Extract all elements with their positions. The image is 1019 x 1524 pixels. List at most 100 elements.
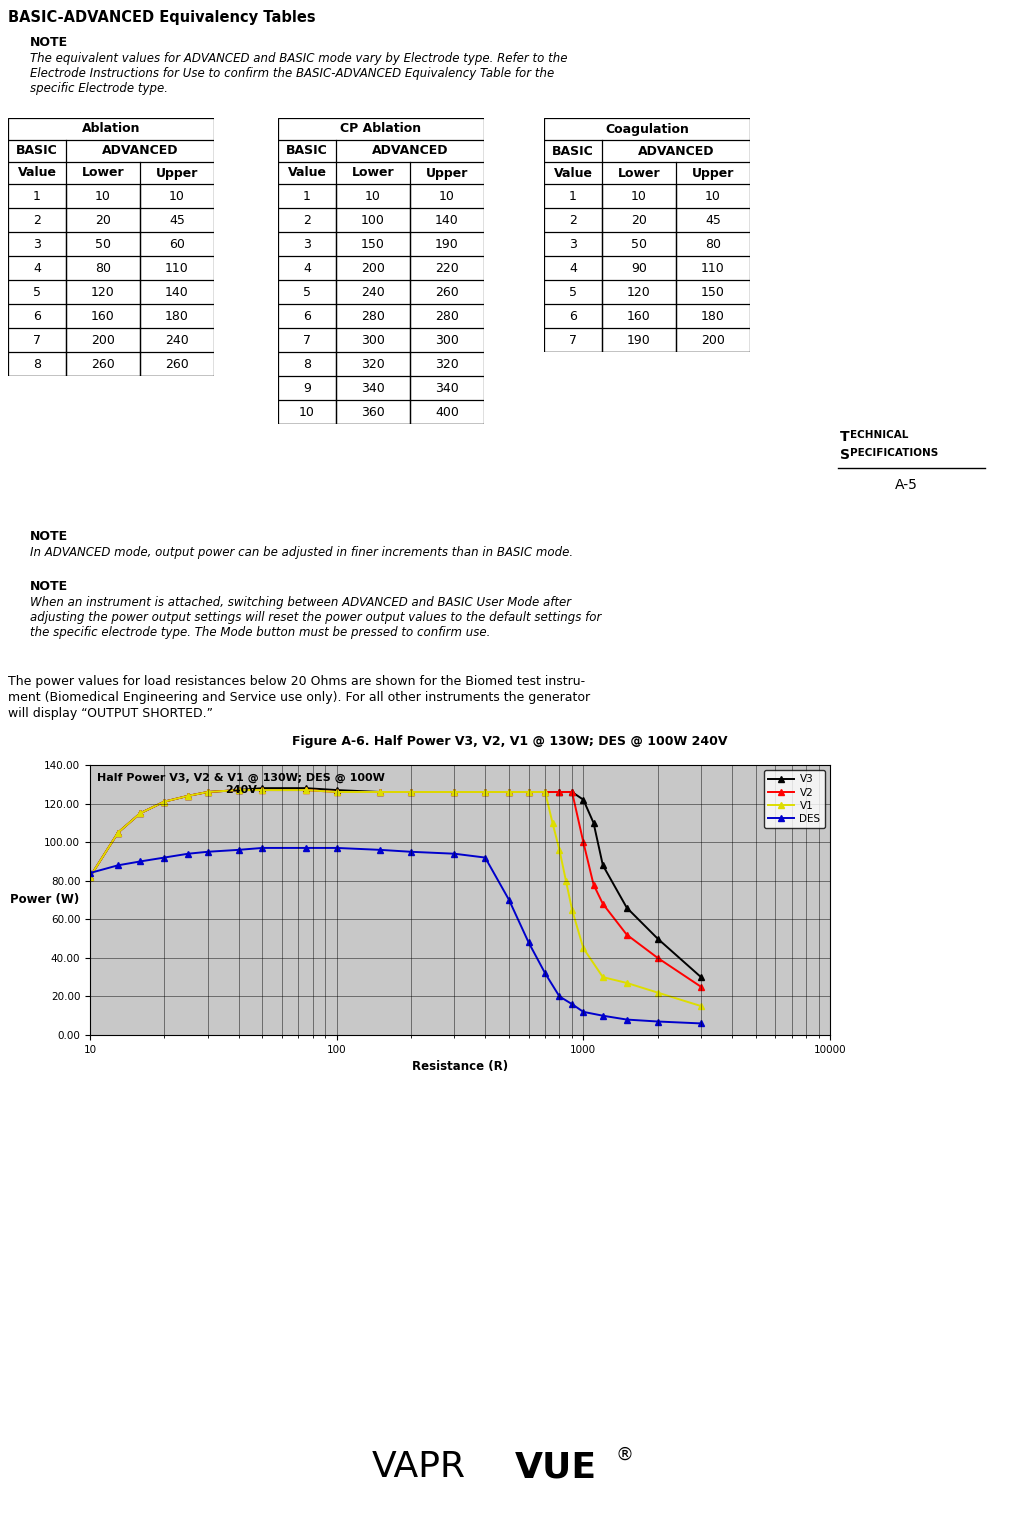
V2 [330,783,342,802]
Text: 1: 1 [303,189,311,203]
Text: 110: 110 [701,262,725,274]
DES [621,1010,633,1029]
DES [112,856,124,875]
Text: 45: 45 [705,213,720,227]
DES [523,933,535,951]
V1 [553,841,566,860]
Text: 190: 190 [435,238,459,250]
V3 [566,783,578,802]
Text: 260: 260 [165,358,189,370]
Text: 400: 400 [435,405,459,419]
Text: 2: 2 [33,213,41,227]
V1 [135,805,147,823]
DES [330,838,342,856]
DES [232,841,245,860]
V1 [202,783,214,802]
DES [135,852,147,870]
Text: Power (W): Power (W) [10,893,79,907]
V2 [479,783,491,802]
Text: 10: 10 [299,405,315,419]
V1 [330,783,342,802]
V2 [577,834,589,852]
Text: 2: 2 [569,213,577,227]
V3 [330,780,342,799]
Text: 7: 7 [569,334,577,346]
V2 [695,977,707,995]
V2 [374,783,386,802]
V2 [405,783,417,802]
Text: PECIFICATIONS: PECIFICATIONS [850,448,938,459]
Text: 5: 5 [303,285,311,299]
Text: 3: 3 [303,238,311,250]
Text: 5: 5 [569,285,577,299]
Text: 10: 10 [631,189,647,203]
Text: 240: 240 [361,285,385,299]
V3 [374,783,386,802]
Text: 4: 4 [569,262,577,274]
Text: 6: 6 [303,309,311,323]
Line: DES: DES [87,844,704,1027]
V3 [135,805,147,823]
Text: S: S [840,448,850,462]
Text: 120: 120 [91,285,115,299]
Text: 4: 4 [33,262,41,274]
Legend: V3, V2, V1, DES: V3, V2, V1, DES [764,770,824,828]
V3 [695,968,707,986]
Text: 5: 5 [33,285,41,299]
X-axis label: Resistance (R): Resistance (R) [412,1061,508,1073]
DES [577,1003,589,1021]
V2 [503,783,516,802]
DES [503,892,516,910]
V3 [587,814,599,832]
V1 [182,786,195,805]
Text: Coagulation: Coagulation [605,122,689,136]
Text: 150: 150 [361,238,385,250]
V1 [559,872,572,890]
V2 [553,783,566,802]
V1 [257,780,269,799]
Text: BASIC-ADVANCED Equivalency Tables: BASIC-ADVANCED Equivalency Tables [8,11,316,24]
Text: VUE: VUE [515,1449,597,1484]
V3 [553,783,566,802]
V1 [503,783,516,802]
Text: Upper: Upper [156,166,198,180]
Text: ment (Biomedical Engineering and Service use only). For all other instruments th: ment (Biomedical Engineering and Service… [8,690,590,704]
Text: NOTE: NOTE [30,581,68,593]
V2 [182,786,195,805]
Text: 2: 2 [303,213,311,227]
V1 [566,901,578,919]
V3 [479,783,491,802]
V2 [84,867,96,885]
Text: Value: Value [553,166,592,180]
V2 [232,780,245,799]
DES [553,988,566,1006]
Text: 1: 1 [569,189,577,203]
Text: ADVANCED: ADVANCED [372,145,448,157]
Text: 340: 340 [435,381,459,395]
V2 [651,949,663,968]
DES [182,844,195,863]
Text: In ADVANCED mode, output power can be adjusted in finer increments than in BASIC: In ADVANCED mode, output power can be ad… [30,546,573,559]
Text: 90: 90 [631,262,647,274]
Line: V1: V1 [87,786,704,1009]
V1 [232,780,245,799]
Text: 300: 300 [361,334,385,346]
Text: 260: 260 [91,358,115,370]
V1 [651,983,663,1001]
DES [300,838,312,856]
Text: specific Electrode type.: specific Electrode type. [30,82,168,94]
Text: adjusting the power output settings will reset the power output values to the de: adjusting the power output settings will… [30,611,601,623]
Text: BASIC: BASIC [552,145,594,157]
Text: 6: 6 [33,309,41,323]
Text: Half Power V3, V2 & V1 @ 130W; DES @ 100W
240V: Half Power V3, V2 & V1 @ 130W; DES @ 100… [98,773,385,796]
V2 [587,875,599,893]
V2 [448,783,461,802]
Text: 180: 180 [165,309,189,323]
V3 [232,780,245,799]
DES [479,849,491,867]
Text: The equivalent values for ADVANCED and BASIC mode vary by Electrode type. Refer : The equivalent values for ADVANCED and B… [30,52,568,66]
Text: 60: 60 [169,238,184,250]
Text: 260: 260 [435,285,459,299]
Text: 10: 10 [169,189,184,203]
Text: Value: Value [287,166,326,180]
